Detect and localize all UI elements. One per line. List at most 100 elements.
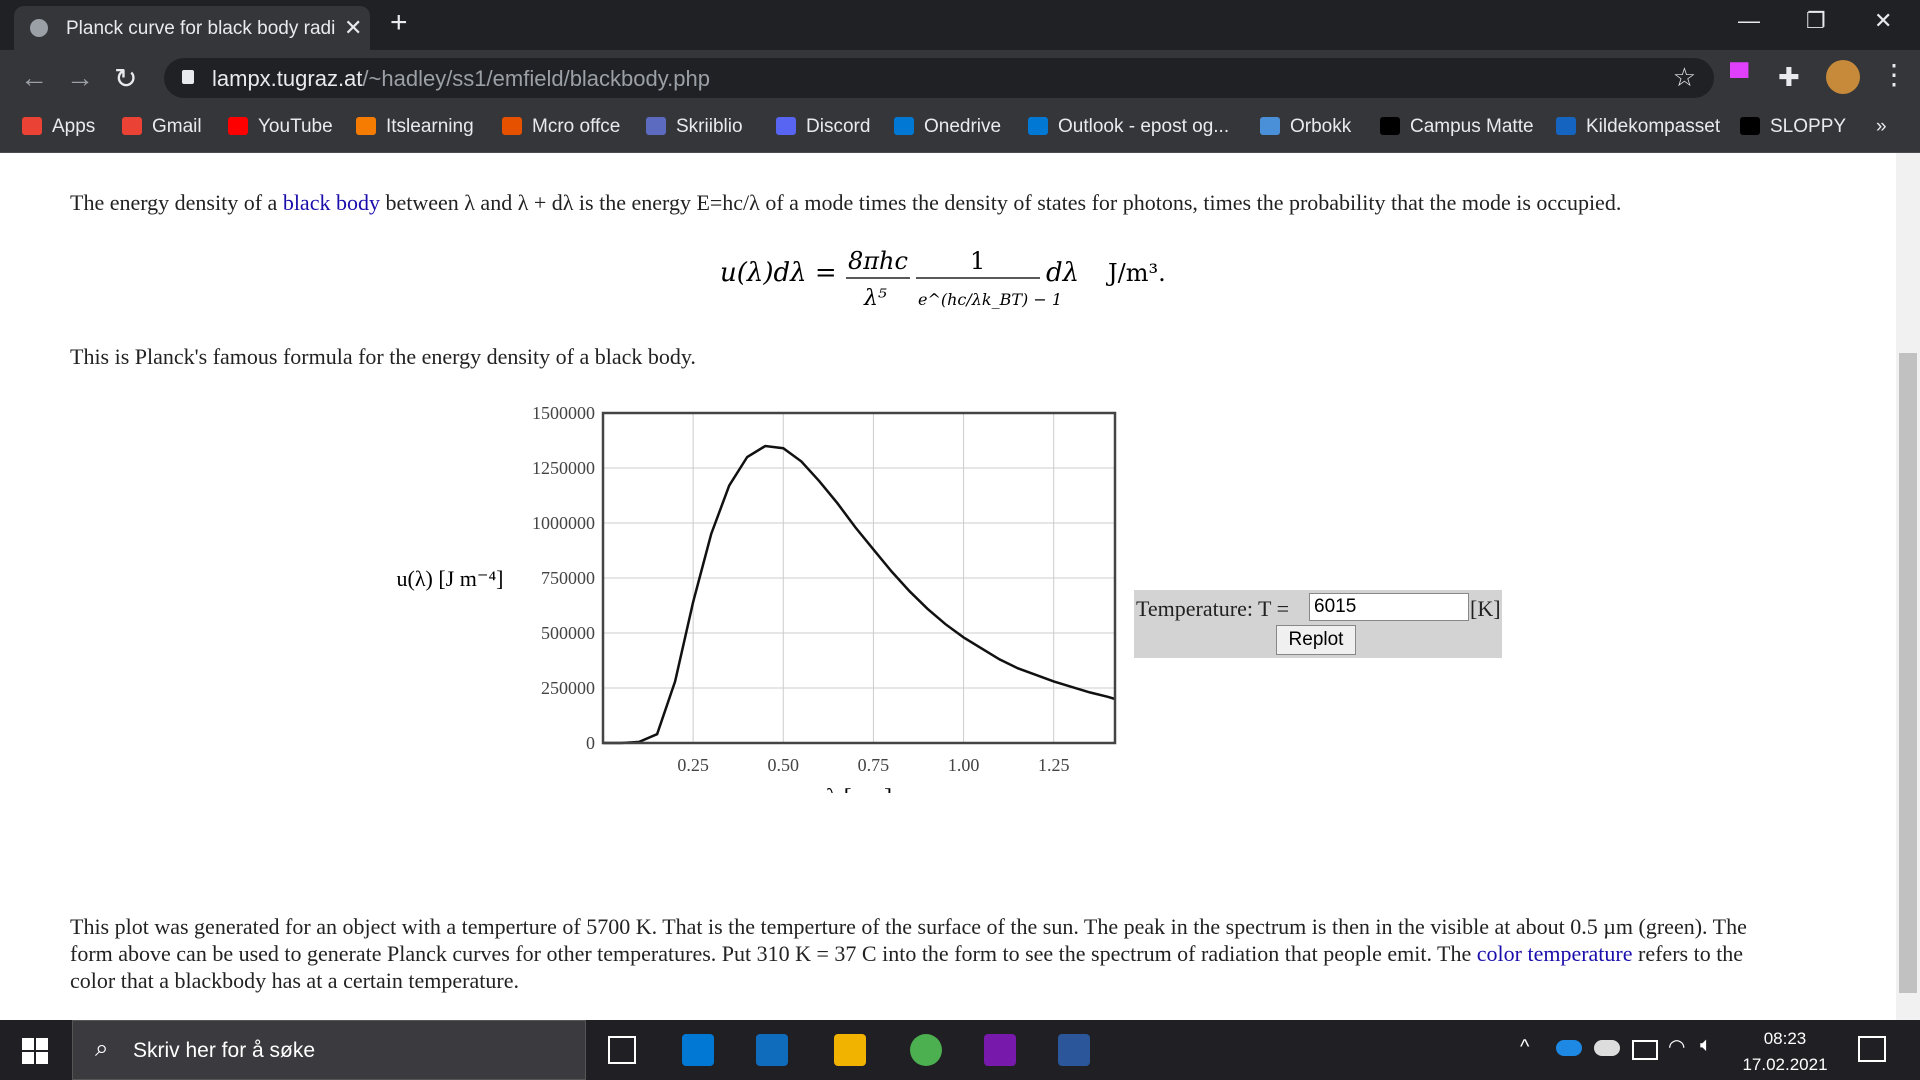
minimize-button[interactable]: — — [1738, 8, 1760, 33]
url-path: /~hadley/ss1/emfield/blackbody.php — [362, 66, 710, 91]
bookmark-4[interactable]: Itslearning — [356, 116, 474, 138]
task-view-icon[interactable] — [608, 1036, 636, 1064]
bookmark-label: Onedrive — [924, 116, 1002, 137]
bottom-paragraph: This plot was generated for an object wi… — [70, 914, 1747, 993]
bookmark-label: YouTube — [258, 116, 333, 137]
bookmark-star-icon[interactable]: ☆ — [1672, 62, 1696, 92]
windows-taskbar: ⌕ Skriv her for å søke ^ ◠ 🔈︎ 08:23 17.0… — [0, 1020, 1920, 1080]
tray-chevron-icon[interactable]: ^ — [1520, 1036, 1530, 1058]
formula-svg: u(λ)dλ = 8πhc λ⁵ 1 e^(hc/λk_BT) − 1 dλ J… — [720, 247, 1166, 311]
formula-den2: e^(hc/λk_BT) − 1 — [918, 290, 1062, 309]
x-tick-label: 0.50 — [768, 755, 800, 775]
new-tab-button[interactable]: + — [390, 6, 408, 39]
bookmark-3-icon — [228, 117, 248, 135]
bookmark-11[interactable]: Campus Matte — [1380, 116, 1534, 138]
file-explorer-icon[interactable] — [834, 1034, 866, 1066]
page-content: The energy density of a black body betwe… — [0, 153, 1896, 1020]
bookmark-5[interactable]: Mcro offce — [502, 116, 620, 138]
bookmark-8[interactable]: Onedrive — [894, 116, 1001, 138]
forward-arrow-icon[interactable]: → — [66, 62, 94, 93]
bookmark-label: Orbokk — [1290, 116, 1352, 137]
temperature-input[interactable] — [1309, 593, 1469, 621]
extensions-puzzle-icon[interactable]: ✚ — [1778, 62, 1800, 92]
replot-button[interactable]: Replot — [1276, 625, 1356, 655]
tab-title: Planck curve for black body radia — [66, 18, 336, 39]
tab-close-icon[interactable]: ✕ — [344, 15, 363, 40]
bookmark-label: Gmail — [152, 116, 202, 137]
black-body-link[interactable]: black body — [282, 190, 380, 215]
word-icon[interactable] — [1058, 1034, 1090, 1066]
chrome-icon[interactable] — [910, 1034, 942, 1066]
bookmark-1[interactable]: Apps — [22, 116, 95, 138]
globe-icon — [30, 19, 48, 37]
y-axis-label: u(λ) [J m⁻⁴] — [397, 566, 504, 591]
reload-icon[interactable]: ↻ — [114, 63, 138, 94]
search-placeholder: Skriv her for å søke — [133, 1039, 316, 1062]
bookmark-12-icon — [1556, 117, 1576, 135]
temperature-unit: [K] — [1470, 596, 1501, 621]
bookmark-label: Skriiblio — [676, 116, 743, 137]
temperature-link[interactable]: temperature — [1527, 941, 1633, 966]
bookmark-label: Itslearning — [386, 116, 474, 137]
lock-icon — [182, 70, 194, 84]
planck-curve — [603, 444, 1116, 745]
plot-frame — [601, 411, 1117, 745]
onenote-icon[interactable] — [984, 1034, 1016, 1066]
clock[interactable]: 08:23 17.02.2021 — [1720, 1026, 1850, 1078]
bookmark-label: Campus Matte — [1410, 116, 1534, 137]
bookmark-2[interactable]: Gmail — [122, 116, 202, 138]
browser-toolbar: ← → ↻ lampx.tugraz.at/~hadley/ss1/emfiel… — [0, 50, 1920, 106]
intro-paragraph: The energy density of a black body betwe… — [70, 190, 1622, 215]
bookmark-12[interactable]: Kildekompasset — [1556, 116, 1720, 138]
restore-button[interactable]: ❐ — [1806, 8, 1826, 33]
bookmark-11-icon — [1380, 117, 1400, 135]
bookmark-9[interactable]: Outlook - epost og... — [1028, 116, 1229, 138]
temperature-form: Temperature: T = [K] Replot — [1134, 590, 1502, 658]
volume-icon[interactable]: 🔈︎ — [1700, 1034, 1712, 1056]
bookmark-13[interactable]: SLOPPY — [1740, 116, 1846, 138]
bookmark-9-icon — [1028, 117, 1048, 135]
bookmark-6-icon — [646, 117, 666, 135]
y-tick-label: 500000 — [541, 623, 595, 643]
planck-formula: u(λ)dλ = 8πhc λ⁵ 1 e^(hc/λk_BT) − 1 dλ J… — [720, 241, 1220, 328]
bookmarks-overflow-icon[interactable]: » — [1876, 116, 1887, 137]
close-window-button[interactable]: ✕ — [1874, 8, 1893, 33]
formula-num1: 8πhc — [848, 247, 908, 275]
store-icon[interactable] — [682, 1034, 714, 1066]
clock-time: 08:23 — [1763, 1029, 1807, 1048]
onedrive-tray-icon[interactable] — [1556, 1040, 1582, 1056]
back-arrow-icon[interactable]: ← — [20, 62, 48, 93]
wifi-icon[interactable]: ◠ — [1668, 1036, 1686, 1058]
bookmark-2-icon — [122, 117, 142, 135]
avatar[interactable] — [1826, 60, 1860, 94]
scrollbar[interactable] — [1896, 153, 1920, 1020]
bookmark-10[interactable]: Orbokk — [1260, 116, 1351, 138]
bookmark-8-icon — [894, 117, 914, 135]
y-tick-label: 250000 — [541, 678, 595, 698]
bookmark-7[interactable]: Discord — [776, 116, 870, 138]
battery-icon[interactable] — [1632, 1040, 1658, 1060]
bookmark-3[interactable]: YouTube — [228, 116, 333, 138]
bookmark-label: Mcro offce — [532, 116, 621, 137]
scroll-thumb[interactable] — [1899, 353, 1917, 993]
bookmark-label: Outlook - epost og... — [1058, 116, 1230, 137]
cloud-tray-icon[interactable] — [1594, 1040, 1620, 1056]
x-tick-label: 0.75 — [858, 755, 890, 775]
y-tick-label: 0 — [586, 733, 595, 753]
bookmark-6[interactable]: Skriiblio — [646, 116, 743, 138]
taskbar-search[interactable]: ⌕ Skriv her for å søke — [72, 1020, 586, 1080]
browser-tab[interactable]: Planck curve for black body radia ✕ — [14, 6, 370, 50]
x-tick-label: 1.25 — [1038, 755, 1070, 775]
menu-dots-icon[interactable]: ⋮ — [1880, 59, 1908, 90]
extension-tumblr-icon[interactable]: ▀ — [1730, 62, 1749, 92]
windows-start-icon[interactable] — [22, 1038, 48, 1064]
address-bar[interactable]: lampx.tugraz.at/~hadley/ss1/emfield/blac… — [164, 58, 1714, 98]
mail-icon[interactable] — [756, 1034, 788, 1066]
planck-chart: 0 250000 500000 750000 1000000 1250000 1500000… — [397, 403, 1117, 793]
famous-paragraph: This is Planck's famous formula for the … — [70, 344, 696, 369]
color-link[interactable]: color — [1476, 941, 1522, 966]
title-bar: Planck curve for black body radia ✕ + — … — [0, 0, 1920, 50]
x-tick-label: 0.25 — [677, 755, 709, 775]
bookmark-label: Apps — [52, 116, 96, 137]
notifications-icon[interactable] — [1858, 1036, 1886, 1062]
